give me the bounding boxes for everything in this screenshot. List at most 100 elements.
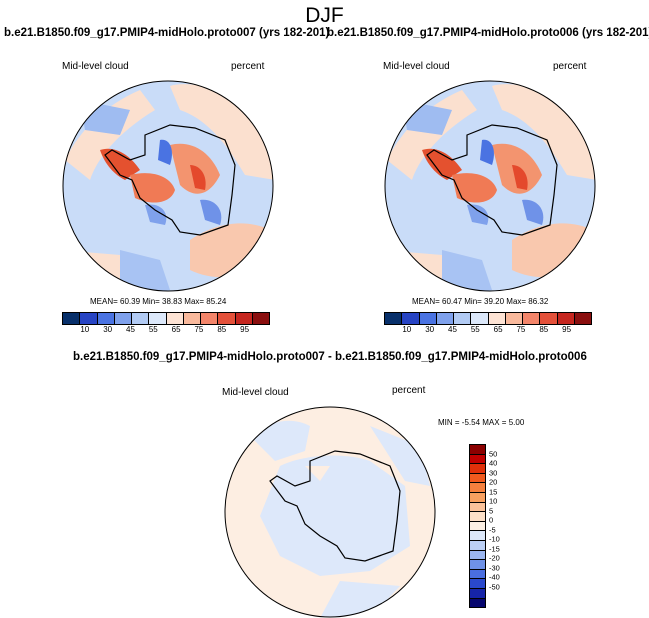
colorbar-bin bbox=[470, 540, 485, 551]
colorbar-bin bbox=[402, 313, 420, 324]
colorbar-tick: 10 bbox=[402, 325, 412, 334]
field-low-ross bbox=[145, 204, 167, 225]
field-positive-weddell bbox=[130, 173, 175, 203]
colorbar-tick: 5 bbox=[489, 506, 494, 516]
colorbar-bin bbox=[183, 313, 201, 324]
colorbar-tick: 50 bbox=[489, 449, 498, 459]
colorbar-tick: 65 bbox=[171, 325, 181, 334]
colorbar-tick: 30 bbox=[425, 325, 435, 334]
colorbar-tick: 55 bbox=[148, 325, 158, 334]
colorbar-bin bbox=[63, 313, 81, 324]
field-low-wilkes bbox=[200, 199, 222, 225]
colorbar-bin bbox=[218, 313, 236, 324]
colorbar-bin bbox=[166, 313, 184, 324]
colorbar-bin bbox=[557, 313, 575, 324]
colorbar-bin bbox=[488, 313, 506, 324]
panel-2-variable-label: Mid-level cloud bbox=[383, 61, 450, 72]
field-positive-nw bbox=[387, 90, 477, 180]
colorbar-tick: -15 bbox=[489, 544, 500, 554]
field-low-ross bbox=[467, 204, 489, 225]
field-max-peninsula bbox=[422, 148, 462, 180]
field-max-dome bbox=[190, 165, 206, 190]
colorbar-bin bbox=[80, 313, 98, 324]
colorbar-tick: 40 bbox=[489, 458, 498, 468]
colorbar-bin bbox=[470, 588, 485, 599]
colorbar-bin bbox=[470, 502, 485, 513]
field-positive-n bbox=[170, 84, 273, 180]
colorbar-bin bbox=[436, 313, 454, 324]
colorbar-bin bbox=[235, 313, 253, 324]
colorbar-bin bbox=[470, 521, 485, 532]
colorbar-bin bbox=[470, 454, 485, 465]
colorbar-tick: -5 bbox=[489, 525, 496, 535]
colorbar-tick: -10 bbox=[489, 534, 500, 544]
field-slight-negative-nw bbox=[250, 420, 310, 461]
colorbar-tick: 85 bbox=[217, 325, 227, 334]
antarctica-coastline bbox=[104, 124, 236, 236]
colorbar-tick: 95 bbox=[240, 325, 250, 334]
colorbar-bin bbox=[470, 492, 485, 503]
colorbar-tick: 15 bbox=[489, 487, 498, 497]
field-positive-weddell bbox=[452, 173, 497, 203]
colorbar-tick: 0 bbox=[489, 515, 494, 525]
field-max-dome bbox=[512, 165, 528, 190]
field-slight-negative-ne bbox=[370, 426, 430, 486]
panel-1-polar-map bbox=[62, 80, 274, 292]
map-boundary bbox=[384, 80, 596, 292]
panel-3-title: b.e21.B1850.f09_g17.PMIP4-midHolo.proto0… bbox=[73, 351, 587, 363]
panel-1-title: b.e21.B1850.f09_g17.PMIP4-midHolo.proto0… bbox=[4, 27, 330, 39]
panel-1-stats: MEAN= 60.39 Min= 38.83 Max= 85.24 bbox=[90, 297, 227, 306]
colorbar-bin bbox=[470, 512, 485, 522]
colorbar-bin bbox=[470, 473, 485, 484]
panel-2-units-label: percent bbox=[553, 61, 587, 72]
panel-3-colorbar bbox=[469, 444, 486, 608]
colorbar-bin bbox=[523, 313, 541, 324]
colorbar-tick: 75 bbox=[516, 325, 526, 334]
colorbar-tick: 45 bbox=[448, 325, 457, 334]
colorbar-tick: 55 bbox=[470, 325, 480, 334]
colorbar-bin bbox=[252, 313, 269, 324]
panel-1-variable-label: Mid-level cloud bbox=[62, 61, 129, 72]
colorbar-tick: 10 bbox=[489, 496, 498, 506]
panel-3-colorbar-ticks: 50 40 30 20 15 10 5 0 -5 -10 -15 -20 -30… bbox=[489, 444, 519, 606]
field-slight-negative-s bbox=[320, 581, 400, 617]
figure-title: DJF bbox=[305, 4, 344, 27]
colorbar-bin bbox=[419, 313, 437, 324]
colorbar-bin bbox=[470, 560, 485, 570]
colorbar-bin bbox=[201, 313, 219, 324]
field-low-wilkes bbox=[522, 199, 544, 225]
colorbar-tick: 85 bbox=[539, 325, 549, 334]
colorbar-bin bbox=[470, 569, 485, 580]
colorbar-bin bbox=[470, 445, 485, 455]
colorbar-bin bbox=[470, 550, 485, 561]
panel-2-colorbar bbox=[384, 312, 592, 325]
colorbar-tick: 10 bbox=[80, 325, 90, 334]
field-slight-positive-interior bbox=[305, 466, 330, 481]
colorbar-tick: 95 bbox=[562, 325, 572, 334]
colorbar-tick: 30 bbox=[103, 325, 113, 334]
panel-2-polar-map bbox=[384, 80, 596, 292]
colorbar-tick: 30 bbox=[489, 468, 498, 478]
colorbar-bin bbox=[470, 579, 485, 589]
panel-2-stats: MEAN= 60.47 Min= 39.20 Max= 86.32 bbox=[412, 297, 549, 306]
colorbar-bin bbox=[470, 531, 485, 541]
panel-2-title: b.e21.B1850.f09_g17.PMIP4-midHolo.proto0… bbox=[327, 27, 649, 39]
panel-1-colorbar-ticks: 10 30 45 55 65 75 85 95 bbox=[62, 325, 268, 335]
colorbar-bin bbox=[470, 598, 485, 608]
panel-3-units-label: percent bbox=[392, 385, 426, 396]
antarctica-coastline bbox=[269, 450, 401, 562]
panel-2-colorbar-ticks: 10 30 45 55 65 75 85 95 bbox=[384, 325, 590, 335]
colorbar-tick: 20 bbox=[489, 477, 498, 487]
antarctica-coastline bbox=[426, 124, 558, 236]
colorbar-tick: 45 bbox=[126, 325, 135, 334]
colorbar-bin bbox=[505, 313, 523, 324]
map-boundary bbox=[62, 80, 274, 292]
field-max-peninsula bbox=[100, 148, 140, 180]
colorbar-tick: -30 bbox=[489, 563, 500, 573]
colorbar-bin bbox=[132, 313, 150, 324]
panel-3-stats: MIN = -5.54 MAX = 5.00 bbox=[438, 418, 525, 427]
colorbar-tick: -20 bbox=[489, 553, 500, 563]
colorbar-bin bbox=[471, 313, 489, 324]
colorbar-tick: 75 bbox=[194, 325, 204, 334]
panel-1-colorbar bbox=[62, 312, 270, 325]
